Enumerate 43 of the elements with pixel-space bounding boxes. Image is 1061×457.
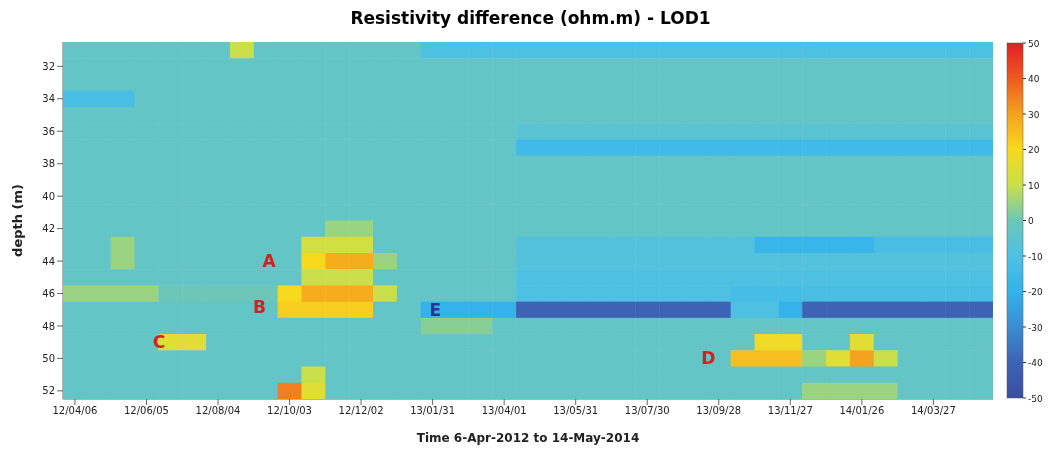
color-bar-label: 10 [1028, 180, 1040, 191]
x-tick-label: 12/08/04 [195, 405, 241, 417]
y-tick-label: 34 [42, 93, 55, 105]
x-tick-label: 13/05/31 [553, 405, 599, 417]
color-bar-label: -10 [1028, 251, 1043, 262]
x-tick-label: 12/10/03 [267, 405, 312, 417]
y-axis-title: depth (m) [9, 184, 25, 257]
color-bar-label: 0 [1028, 216, 1034, 226]
y-tick-label: 46 [42, 288, 55, 300]
color-bar-label: 40 [1028, 74, 1040, 84]
x-tick-label: 14/01/26 [839, 405, 885, 417]
color-bar-label: -30 [1028, 322, 1043, 333]
x-axis-title: Time 6-Apr-2012 to 14-May-2014 [416, 431, 640, 445]
y-tick-label: 40 [42, 190, 55, 202]
y-tick-label: 32 [42, 60, 55, 72]
color-bar-label: 50 [1028, 38, 1040, 49]
x-tick-label: 13/04/01 [481, 405, 527, 417]
x-tick-label: 12/06/05 [124, 405, 169, 417]
y-tick-label: 36 [42, 125, 55, 137]
x-tick-label: 14/03/27 [910, 405, 956, 417]
y-tick-label: 38 [42, 158, 55, 170]
annotation: C [152, 332, 166, 353]
x-tick-label: 12/04/06 [52, 405, 98, 417]
x-tick-label: 13/09/28 [696, 405, 742, 417]
x-tick-label: 13/07/30 [624, 405, 670, 417]
y-tick-label: 42 [42, 223, 55, 235]
chart-title: Resistivity difference (ohm.m) - LOD1 [349, 8, 712, 30]
y-tick-label: 50 [42, 352, 55, 364]
color-bar-label: -40 [1028, 358, 1043, 368]
color-bar-label: 20 [1028, 145, 1040, 155]
y-tick-label: 44 [42, 255, 55, 267]
x-tick-label: 13/01/31 [410, 405, 456, 417]
color-bar-label: 30 [1028, 109, 1040, 120]
color-bar-label: -50 [1028, 393, 1043, 404]
annotation: B [252, 296, 266, 317]
x-tick-label: 13/11/27 [767, 405, 813, 417]
y-tick-label: 48 [42, 320, 55, 332]
color-bar-label: -20 [1028, 287, 1043, 297]
annotation: A [262, 251, 276, 272]
y-tick-label: 52 [42, 385, 55, 397]
annotation: E [429, 299, 441, 320]
annotation: D [701, 348, 716, 369]
x-tick-label: 12/12/02 [338, 405, 384, 417]
